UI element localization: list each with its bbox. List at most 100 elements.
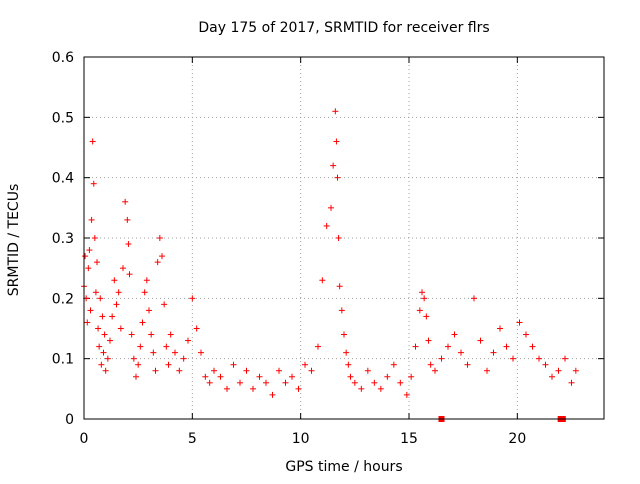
data-point [88,216,95,223]
x-axis-label: GPS time / hours [285,459,402,475]
chart-title: Day 175 of 2017, SRMTID for receiver flr… [198,20,489,36]
data-point [82,253,89,260]
axis-ticks: 0 0.1 0.2 0.3 0.4 0.5 0.6 0 5 10 15 20 [52,50,604,447]
data-point [336,283,343,290]
data-point [458,349,464,356]
data-point [109,313,116,320]
data-point [154,259,161,266]
data-point [217,373,224,380]
data-point [125,241,132,248]
data-point [319,277,326,284]
data-point [438,355,445,362]
data-point [85,265,92,272]
data-point [198,349,204,356]
data-point [101,331,108,338]
data-point [115,289,122,296]
data-point [117,325,124,332]
data-point [477,337,484,344]
data-point [289,373,295,380]
data-point [161,301,168,308]
data-point [358,385,365,392]
data-point [128,331,135,338]
data-point [416,307,423,314]
data-point [390,361,397,368]
data-point [403,391,410,398]
data-point [230,361,237,368]
data-point [282,379,289,386]
data-point [104,355,111,362]
data-point [490,349,497,356]
x-tick-label: 10 [292,431,310,447]
data-points [81,108,579,422]
data-point [84,319,91,326]
data-point [549,373,555,380]
data-point [237,379,243,386]
data-point [90,180,97,187]
y-tick-label: 0.2 [52,291,74,307]
data-point [263,379,269,386]
x-tick-label: 20 [508,431,526,447]
data-point [143,277,150,284]
data-point [484,367,490,374]
data-point [189,295,196,302]
data-point [122,198,129,205]
data-point [139,319,146,326]
data-point [451,331,458,338]
data-point [100,349,107,356]
data-point [423,313,430,320]
data-point [295,385,302,392]
data-point [92,289,99,296]
data-point [99,313,106,320]
data-point [555,367,562,374]
y-tick-label: 0.3 [52,231,74,247]
data-point [503,343,510,350]
data-point [364,367,371,374]
data-point [471,295,477,302]
data-point [250,385,256,392]
data-point [98,361,105,368]
y-tick-label: 0.6 [52,50,74,66]
data-point [256,373,263,380]
data-point [126,271,133,278]
data-point [150,349,157,356]
data-point [95,325,102,332]
y-tick-label: 0 [65,412,74,428]
data-point [347,373,354,380]
x-tick-label: 5 [188,431,197,447]
data-point [97,295,104,302]
data-point [152,367,159,374]
data-point [211,367,217,374]
y-tick-label: 0.4 [52,171,74,187]
data-point [562,355,568,362]
data-point [332,108,339,115]
data-point [148,331,155,338]
data-point [445,343,451,350]
data-point [421,295,428,302]
data-point [102,367,109,374]
data-point [384,373,391,380]
data-point [165,361,172,368]
data-point [542,361,549,368]
data-point [377,385,384,392]
data-point [464,361,471,368]
data-point [96,343,103,350]
data-point [427,361,434,368]
data-point [523,331,529,338]
data-point [202,373,209,380]
data-point [193,325,200,332]
data-point [163,343,170,350]
data-point [529,343,536,350]
data-point [397,379,404,386]
data-point [167,331,174,338]
data-point [206,379,213,386]
x-tick-label: 0 [80,431,89,447]
data-point [135,361,142,368]
data-point [124,216,131,223]
data-point [323,222,330,229]
data-point [333,138,340,145]
data-point [86,247,93,254]
data-point [224,385,230,392]
data-point [334,174,341,181]
